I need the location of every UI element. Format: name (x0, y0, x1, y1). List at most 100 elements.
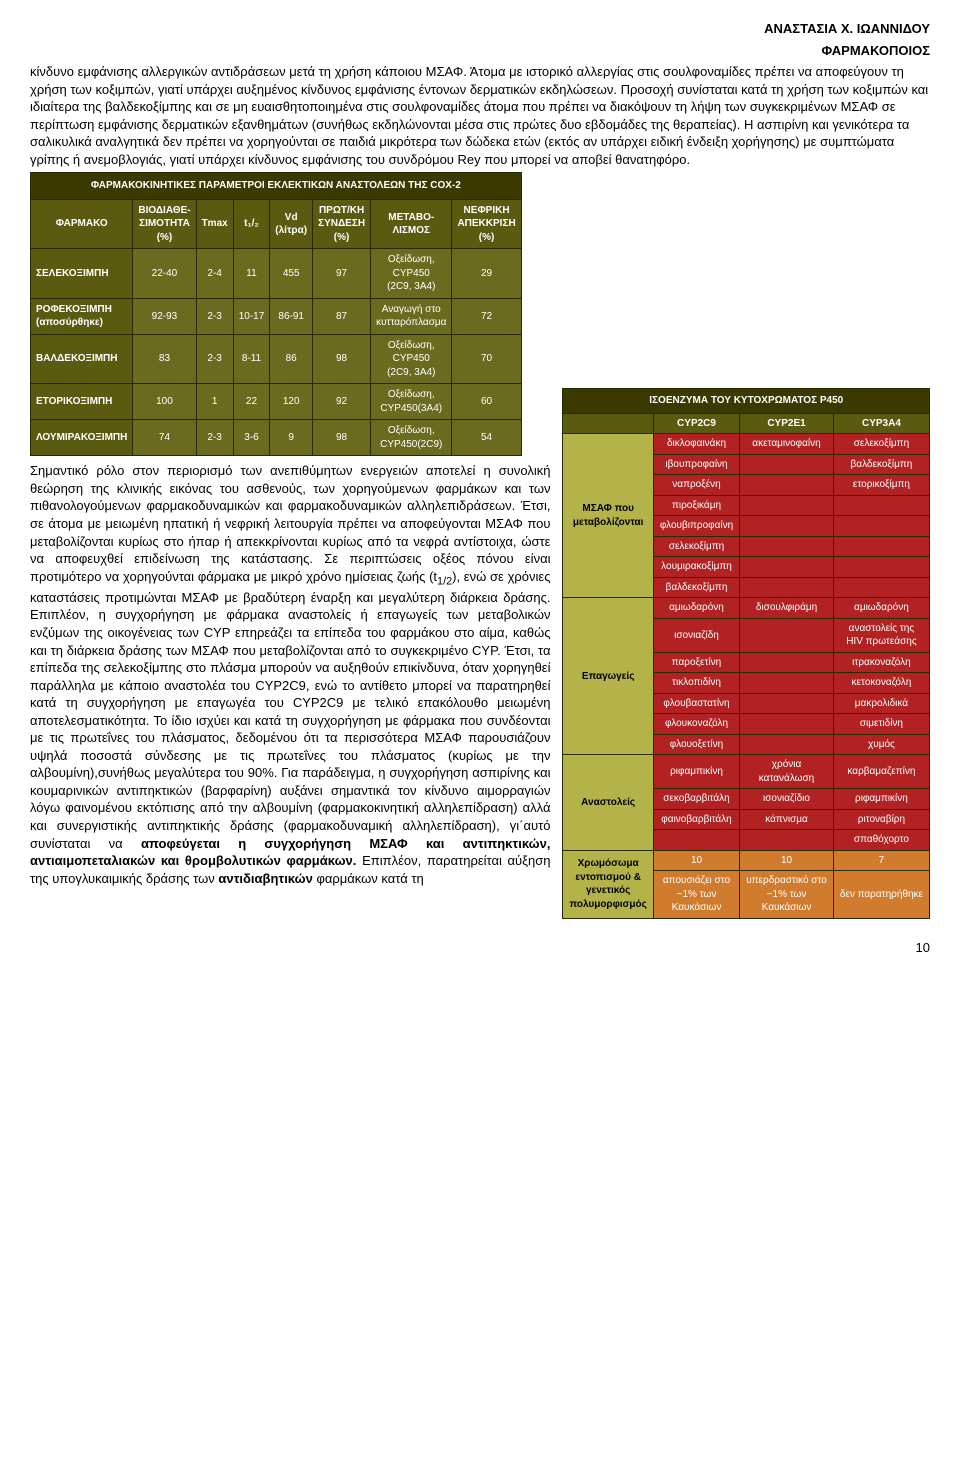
table-row: ΣΕΛΕΚΟΞΙΜΠΗ22-402-41145597Οξείδωση, CYP4… (31, 249, 522, 299)
table-cell: 100 (133, 384, 196, 420)
table-row: ΜΣΑΦ που μεταβολίζονταιδικλοφαινάκηακετα… (563, 434, 930, 455)
row-label: ΣΕΛΕΚΟΞΙΜΠΗ (31, 249, 133, 299)
table2-header-row: CYP2C9 CYP2E1 CYP3A4 (563, 413, 930, 434)
table1-col-7: ΝΕΦΡΙΚΗ ΑΠΕΚΚΡΙΣΗ (%) (452, 199, 521, 249)
table-cell: Οξείδωση, CYP450(3A4) (371, 384, 452, 420)
table-row: Χρωμόσωμα εντοπισμού & γενετικός πολυμορ… (563, 850, 930, 871)
bold-phrase-2: αντιδιαβητικών (218, 871, 312, 886)
table-cell: Οξείδωση, CYP450(2C9) (371, 420, 452, 456)
table-cell: ριφαμπικίνη (833, 789, 929, 810)
para2-part4: φαρμάκων κατά τη (313, 871, 424, 886)
table-cell: 2-4 (196, 249, 233, 299)
table-cell: τικλοπιδίνη (653, 673, 739, 694)
cyp-isoenzymes-table: ΙΣΟΕΝΖΥΜΑ ΤΟΥ ΚΥΤΟΧΡΩΜΑΤΟΣ P450 CYP2C9 C… (562, 388, 930, 919)
table-cell: 8-11 (233, 334, 270, 384)
table-cell: 54 (452, 420, 521, 456)
header-author: ΑΝΑΣΤΑΣΙΑ Χ. ΙΩΑΝΝΙΔΟΥ (30, 20, 930, 38)
table-cell: βαλδεκοξίμπη (833, 454, 929, 475)
table-cell (833, 516, 929, 537)
table-row: Αναστολείςριφαμπικίνηχρόνια κατανάλωσηκα… (563, 755, 930, 789)
table-cell: ριφαμπικίνη (653, 755, 739, 789)
table1-header-row: ΦΑΡΜΑΚΟ ΒΙΟΔΙΑΘΕ- ΣΙΜΟΤΗΤΑ (%) Tmax t₁/₂… (31, 199, 522, 249)
table-cell: ιτρακοναζόλη (833, 652, 929, 673)
table2-col-1: CYP2C9 (653, 413, 739, 434)
table-cell: 2-3 (196, 334, 233, 384)
table-cell (740, 536, 834, 557)
table-cell (740, 495, 834, 516)
table1-col-4: Vd (λίτρα) (270, 199, 313, 249)
table1-col-2: Tmax (196, 199, 233, 249)
section-label: ΜΣΑΦ που μεταβολίζονται (563, 434, 653, 598)
row-label: ΡΟΦΕΚΟΞΙΜΠΗ (αποσύρθηκε) (31, 298, 133, 334)
table-cell: 92-93 (133, 298, 196, 334)
table2-title: ΙΣΟΕΝΖΥΜΑ ΤΟΥ ΚΥΤΟΧΡΩΜΑΤΟΣ P450 (563, 389, 930, 414)
table-cell (740, 734, 834, 755)
table-cell: 97 (313, 249, 371, 299)
table-cell: 86-91 (270, 298, 313, 334)
para2-part2a: ), ενώ σε χρόνιες καταστάσεις προτιμώντα… (30, 569, 550, 851)
table-cell: Οξείδωση, CYP450 (2C9, 3A4) (371, 334, 452, 384)
table-row: ΛΟΥΜΙΡΑΚΟΞΙΜΠΗ742-33-6998Οξείδωση, CYP45… (31, 420, 522, 456)
table-cell: 83 (133, 334, 196, 384)
table-cell: σελεκοξίμπη (653, 536, 739, 557)
table-cell: σπαθόχορτο (833, 830, 929, 851)
table-cell: 98 (313, 334, 371, 384)
row-label: ΕΤΟΡΙΚΟΞΙΜΠΗ (31, 384, 133, 420)
section-label: Χρωμόσωμα εντοπισμού & γενετικός πολυμορ… (563, 850, 653, 918)
table-cell: λουμιρακοξίμπη (653, 557, 739, 578)
table-cell: σελεκοξίμπη (833, 434, 929, 455)
table-cell: 74 (133, 420, 196, 456)
table-cell: Οξείδωση, CYP450 (2C9, 3A4) (371, 249, 452, 299)
table-cell: 87 (313, 298, 371, 334)
table-cell: πιροξικάμη (653, 495, 739, 516)
pk-parameters-table: ΦΑΡΜΑΚΟΚΙΝΗΤΙΚΕΣ ΠΑΡΑΜΕΤΡΟΙ ΕΚΛΕΚΤΙΚΩΝ Α… (30, 172, 522, 456)
table-cell: δεν παρατηρήθηκε (833, 871, 929, 919)
table-cell: χυμός (833, 734, 929, 755)
table-cell (740, 475, 834, 496)
table-cell: αναστολείς της HIV πρωτεάσης (833, 618, 929, 652)
table-cell (740, 618, 834, 652)
table-cell: 9 (270, 420, 313, 456)
table-cell (833, 557, 929, 578)
table-cell: υπερδραστικό στο ~1% των Καυκάσιων (740, 871, 834, 919)
table-cell: ναπροξένη (653, 475, 739, 496)
table2-col-3: CYP3A4 (833, 413, 929, 434)
table1-col-6: ΜΕΤΑΒΟ- ΛΙΣΜΟΣ (371, 199, 452, 249)
table-cell: 11 (233, 249, 270, 299)
table-cell (740, 454, 834, 475)
table-cell: 29 (452, 249, 521, 299)
para2-part1: Σημαντικό ρόλο στον περιορισμό των ανεπι… (30, 463, 550, 583)
header-role: ΦΑΡΜΑΚΟΠΟΙΟΣ (30, 42, 930, 60)
table-cell (740, 673, 834, 694)
table-cell (740, 516, 834, 537)
table-cell: κάπνισμα (740, 809, 834, 830)
section-label: Επαγωγείς (563, 598, 653, 755)
table-cell (740, 714, 834, 735)
table-cell (740, 693, 834, 714)
table-cell: αμιωδαρόνη (833, 598, 929, 619)
table-cell: βαλδεκοξίμπη (653, 577, 739, 598)
table-cell: 7 (833, 850, 929, 871)
table-cell: Αναγωγή στο κυτταρόπλασμα (371, 298, 452, 334)
table-cell: 3-6 (233, 420, 270, 456)
table-cell: κετοκοναζόλη (833, 673, 929, 694)
page-number: 10 (30, 939, 930, 957)
table-cell (833, 495, 929, 516)
table-cell: ισονιαζίδιο (740, 789, 834, 810)
table-row: ΕΤΟΡΙΚΟΞΙΜΠΗ10012212092Οξείδωση, CYP450(… (31, 384, 522, 420)
table-cell: ιβουπροφαίνη (653, 454, 739, 475)
table-cell: ετορικοξίμπη (833, 475, 929, 496)
table1-col-5: ΠΡΩΤ/ΚΗ ΣΥΝΔΕΣΗ (%) (313, 199, 371, 249)
table1-col-3: t₁/₂ (233, 199, 270, 249)
table-cell: 10 (740, 850, 834, 871)
table-cell: 1 (196, 384, 233, 420)
section-label: Αναστολείς (563, 755, 653, 851)
table-cell: σεκοβαρβιτάλη (653, 789, 739, 810)
table-cell: 86 (270, 334, 313, 384)
table-cell: ριτοναβίρη (833, 809, 929, 830)
table-cell: 92 (313, 384, 371, 420)
table-cell: 60 (452, 384, 521, 420)
table-cell: παροξετίνη (653, 652, 739, 673)
table-cell: 72 (452, 298, 521, 334)
table-row: ΒΑΛΔΕΚΟΞΙΜΠΗ832-38-118698Οξείδωση, CYP45… (31, 334, 522, 384)
